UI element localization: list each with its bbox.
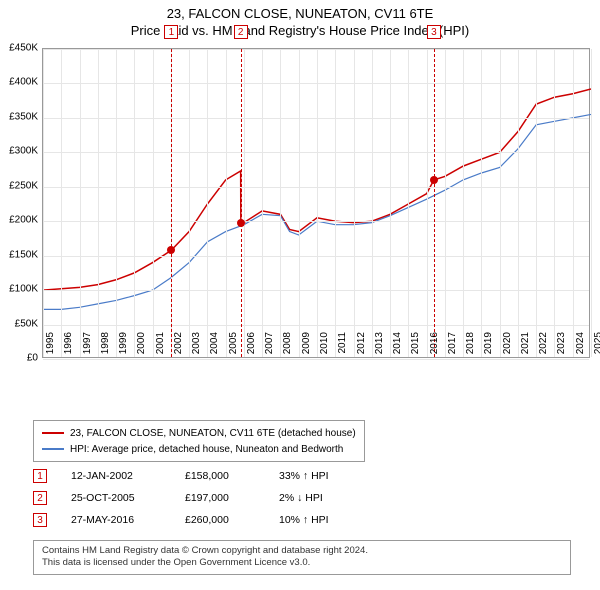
- event-marker-box: 1: [33, 469, 47, 483]
- x-tick-label: 2010: [319, 332, 330, 362]
- y-tick-label: £400K: [9, 77, 38, 88]
- x-tick-label: 2019: [483, 332, 494, 362]
- event-delta: 10% ↑ HPI: [279, 514, 359, 526]
- footer-line-2: This data is licensed under the Open Gov…: [42, 557, 562, 569]
- event-marker-box: 3: [33, 513, 47, 527]
- x-tick-label: 2021: [520, 332, 531, 362]
- plot-region: 123: [42, 48, 590, 358]
- title-line-2: Price paid vs. HM Land Registry's House …: [0, 23, 600, 40]
- x-tick-label: 2013: [374, 332, 385, 362]
- x-tick-label: 2003: [191, 332, 202, 362]
- x-tick-label: 2008: [282, 332, 293, 362]
- chart-marker-box: 3: [427, 25, 441, 39]
- title-line-1: 23, FALCON CLOSE, NUNEATON, CV11 6TE: [0, 6, 600, 23]
- footer-attribution: Contains HM Land Registry data © Crown c…: [33, 540, 571, 575]
- event-date: 12-JAN-2002: [71, 470, 161, 482]
- chart-marker-dot: [237, 219, 245, 227]
- event-date: 25-OCT-2005: [71, 492, 161, 504]
- event-marker-box: 2: [33, 491, 47, 505]
- event-row: 2 25-OCT-2005 £197,000 2% ↓ HPI: [33, 487, 359, 509]
- x-tick-label: 2000: [136, 332, 147, 362]
- y-tick-label: £200K: [9, 215, 38, 226]
- y-tick-label: £150K: [9, 249, 38, 260]
- event-row: 1 12-JAN-2002 £158,000 33% ↑ HPI: [33, 465, 359, 487]
- footer-line-1: Contains HM Land Registry data © Crown c…: [42, 545, 562, 557]
- x-tick-label: 1997: [82, 332, 93, 362]
- x-tick-label: 2006: [246, 332, 257, 362]
- x-tick-label: 1995: [45, 332, 56, 362]
- y-tick-label: £350K: [9, 111, 38, 122]
- x-tick-label: 2020: [502, 332, 513, 362]
- x-tick-label: 2024: [575, 332, 586, 362]
- x-tick-label: 2015: [410, 332, 421, 362]
- y-tick-label: £300K: [9, 146, 38, 157]
- chart-container: 23, FALCON CLOSE, NUNEATON, CV11 6TE Pri…: [0, 0, 600, 590]
- legend-swatch: [42, 432, 64, 434]
- x-tick-label: 2011: [337, 332, 348, 362]
- chart-marker-box: 2: [234, 25, 248, 39]
- event-delta: 2% ↓ HPI: [279, 492, 359, 504]
- event-price: £197,000: [185, 492, 255, 504]
- chart-marker-dot: [167, 246, 175, 254]
- chart-marker-box: 1: [164, 25, 178, 39]
- events-table: 1 12-JAN-2002 £158,000 33% ↑ HPI 2 25-OC…: [33, 465, 359, 531]
- x-tick-label: 2001: [155, 332, 166, 362]
- x-tick-label: 2018: [465, 332, 476, 362]
- legend-label: HPI: Average price, detached house, Nune…: [70, 444, 343, 455]
- x-tick-label: 2012: [356, 332, 367, 362]
- x-tick-label: 2017: [447, 332, 458, 362]
- legend-swatch: [42, 448, 64, 450]
- x-tick-label: 2007: [264, 332, 275, 362]
- event-delta: 33% ↑ HPI: [279, 470, 359, 482]
- legend-label: 23, FALCON CLOSE, NUNEATON, CV11 6TE (de…: [70, 428, 356, 439]
- event-row: 3 27-MAY-2016 £260,000 10% ↑ HPI: [33, 509, 359, 531]
- x-tick-label: 2016: [429, 332, 440, 362]
- x-tick-label: 1999: [118, 332, 129, 362]
- y-tick-label: £250K: [9, 180, 38, 191]
- event-price: £260,000: [185, 514, 255, 526]
- y-tick-label: £450K: [9, 43, 38, 54]
- x-tick-label: 1998: [100, 332, 111, 362]
- x-tick-label: 2023: [556, 332, 567, 362]
- title-block: 23, FALCON CLOSE, NUNEATON, CV11 6TE Pri…: [0, 0, 600, 44]
- event-date: 27-MAY-2016: [71, 514, 161, 526]
- x-tick-label: 2022: [538, 332, 549, 362]
- x-tick-label: 2004: [209, 332, 220, 362]
- legend-item: 23, FALCON CLOSE, NUNEATON, CV11 6TE (de…: [42, 425, 356, 441]
- x-tick-label: 2009: [301, 332, 312, 362]
- event-price: £158,000: [185, 470, 255, 482]
- chart-marker-dot: [430, 176, 438, 184]
- legend-item: HPI: Average price, detached house, Nune…: [42, 441, 356, 457]
- x-tick-label: 2014: [392, 332, 403, 362]
- y-tick-label: £100K: [9, 284, 38, 295]
- x-tick-label: 2002: [173, 332, 184, 362]
- x-tick-label: 1996: [63, 332, 74, 362]
- legend: 23, FALCON CLOSE, NUNEATON, CV11 6TE (de…: [33, 420, 365, 462]
- chart-area: 123 £0£50K£100K£150K£200K£250K£300K£350K…: [42, 48, 590, 388]
- x-tick-label: 2025: [593, 332, 600, 362]
- y-tick-label: £0: [27, 353, 38, 364]
- y-tick-label: £50K: [15, 318, 38, 329]
- x-tick-label: 2005: [228, 332, 239, 362]
